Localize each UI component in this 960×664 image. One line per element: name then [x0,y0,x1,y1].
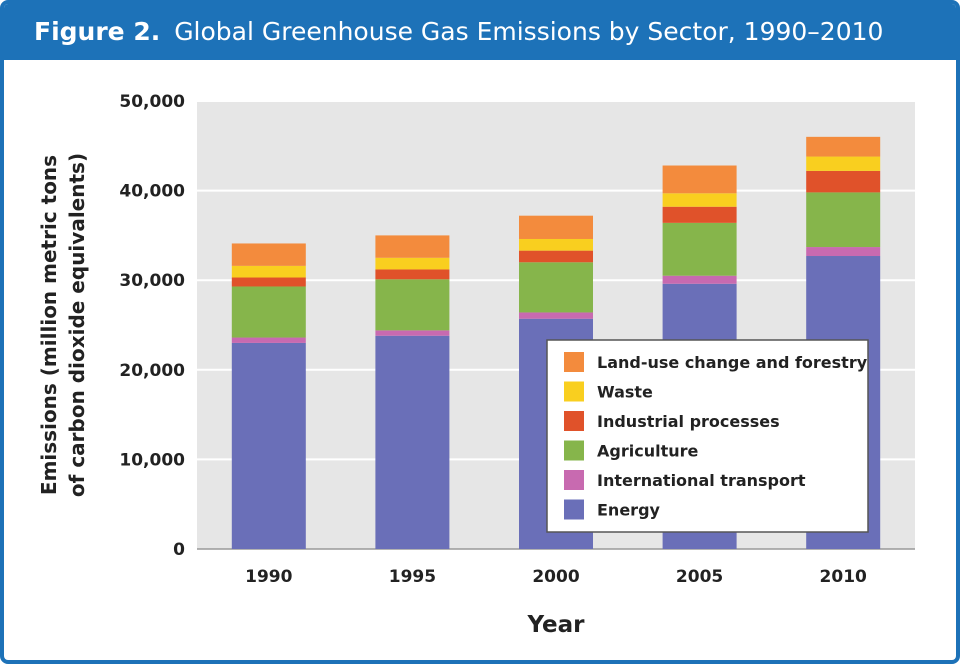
stacked-bar-chart: 0 10,000 20,000 30,000 40,000 50,000 1990 1995 2… [37,92,915,638]
legend-label: International transport [597,471,806,490]
bar-segment-land-use-change-and-forestry [662,165,737,194]
legend-swatch [564,352,584,372]
x-tick-label: 1990 [245,567,292,587]
legend-swatch [564,440,584,461]
y-tick-label: 40,000 [119,182,185,202]
legend-box [546,339,869,533]
x-tick-label: 2005 [676,567,723,587]
bar-segment-land-use-change-and-forestry [375,235,450,258]
bar-segment-waste [662,193,737,207]
legend-swatch [564,381,584,402]
y-axis-title-line-2: of carbon dioxide equivalents) [65,153,89,497]
bar-segment-industrial-processes [231,277,306,287]
y-tick-label: 20,000 [119,361,185,381]
bar-segment-agriculture [375,279,450,331]
bar-segment-waste [806,156,881,171]
legend-swatch [564,470,584,490]
figure-header: Figure 2. Global Greenhouse Gas Emission… [4,4,956,60]
bar-segment-international-transport [231,337,306,343]
bar-segment-industrial-processes [519,250,593,263]
bar-segment-land-use-change-and-forestry [806,136,881,157]
x-tick-label: 1995 [389,567,436,587]
bar-segment-international-transport [806,247,881,257]
bar-segment-energy [231,342,306,549]
y-tick-label: 30,000 [119,271,185,291]
bar-segment-land-use-change-and-forestry [231,243,306,266]
bar-segment-agriculture [519,262,593,313]
y-axis-title-line-1: Emissions (million metric tons [37,155,61,495]
bar-segment-waste [519,238,593,251]
legend-swatch [564,411,584,431]
legend-label: Land-use change and forestry [597,353,868,372]
figure-title: Global Greenhouse Gas Emissions by Secto… [174,17,884,46]
bar-segment-land-use-change-and-forestry [519,215,593,239]
y-tick-label: 10,000 [119,450,185,470]
legend-swatch [564,499,584,520]
x-tick-label: 2010 [820,567,867,587]
x-tick-label: 2000 [532,567,579,587]
bar-segment-waste [231,265,306,278]
bar-segment-waste [375,257,450,270]
bar-segment-international-transport [662,275,737,284]
figure-label: Figure 2. [34,17,161,46]
bar-segment-industrial-processes [806,170,881,193]
legend-label: Energy [597,501,661,520]
bar-segment-international-transport [519,312,593,319]
legend-label: Agriculture [597,442,699,461]
bar-segment-agriculture [662,222,737,276]
bar-segment-energy [375,335,450,549]
bar-segment-agriculture [231,286,306,338]
bar-segment-agriculture [806,192,881,248]
bar-segment-industrial-processes [662,206,737,223]
bar-segment-international-transport [375,330,450,336]
legend-label: Industrial processes [597,412,780,431]
y-tick-label: 0 [173,540,185,560]
legend-label: Waste [597,383,653,402]
x-axis-title: Year [526,612,585,638]
bar-segment-industrial-processes [375,269,450,280]
y-tick-label: 50,000 [119,92,185,112]
